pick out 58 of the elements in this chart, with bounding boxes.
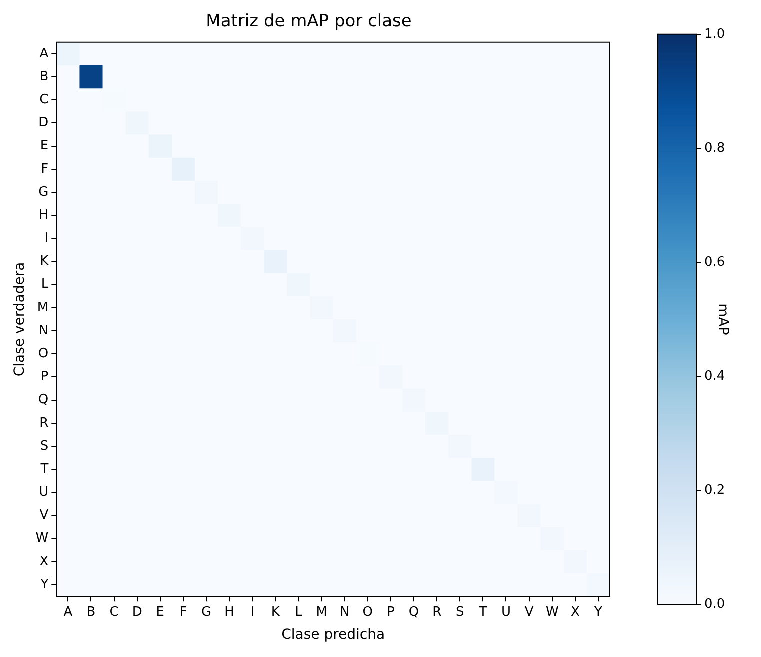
color-bar-label: 0.0 (704, 596, 726, 612)
x-tick-label: M (316, 604, 328, 620)
y-tick-label: B (40, 69, 49, 84)
x-tick-label: I (250, 604, 255, 620)
y-tick-label: C (40, 92, 49, 108)
y-tick-label: F (41, 162, 49, 177)
x-tick-label: H (224, 604, 234, 620)
x-tick-label: O (362, 604, 374, 620)
x-tick-label: Q (408, 604, 420, 620)
x-tick-label: A (64, 604, 73, 620)
y-tick-label: L (41, 277, 50, 292)
color-bar-label: 0.8 (704, 140, 726, 156)
y-tick-label: K (40, 254, 50, 270)
y-tick-label: W (36, 531, 49, 546)
y-tick-label: V (40, 508, 49, 524)
y-tick-label: I (44, 231, 49, 246)
y-tick-label: D (38, 116, 49, 131)
x-tick-label: S (456, 604, 464, 620)
y-tick-label: N (38, 323, 49, 338)
x-tick-label: R (432, 604, 442, 620)
x-axis-title: Clase predicha (282, 627, 386, 644)
y-axis-title: Clase verdadera (12, 262, 28, 377)
x-tick-label: C (110, 604, 119, 620)
x-tick-label: Y (593, 604, 602, 620)
color-bar-label: 0.6 (704, 254, 726, 270)
y-tick-label: U (39, 485, 49, 500)
color-bar-label: 1.0 (704, 26, 726, 42)
y-tick-label: G (38, 184, 49, 200)
x-tick-label: T (478, 604, 488, 620)
color-bar-label: 0.2 (704, 482, 726, 498)
y-tick-label: Y (40, 577, 49, 592)
x-tick-label: W (546, 604, 559, 620)
x-tick-label: X (570, 604, 580, 620)
x-tick-label: G (201, 604, 212, 620)
y-tick-label: Q (38, 392, 49, 408)
y-tick-label: X (40, 554, 49, 570)
y-tick-label: A (40, 46, 49, 62)
y-tick-label: E (40, 138, 49, 154)
x-tick-label: D (132, 604, 142, 620)
x-tick-label: U (501, 604, 512, 620)
x-tick-label: L (295, 604, 304, 620)
x-tick-label: B (86, 604, 96, 620)
y-tick-label: H (38, 208, 49, 223)
x-tick-label: K (271, 604, 280, 620)
x-tick-label: V (524, 604, 534, 620)
x-tick-label: F (180, 604, 188, 620)
y-tick-label: M (37, 300, 49, 316)
chart-title: Matriz de mAP por clase (206, 12, 412, 32)
x-tick-label: N (340, 604, 350, 620)
y-tick-label: S (40, 438, 49, 454)
x-tick-label: P (387, 604, 396, 620)
color-bar-label: 0.4 (704, 368, 726, 384)
y-tick-label: O (38, 346, 49, 362)
y-tick-label: T (40, 462, 49, 477)
color-bar-title: mAP (714, 304, 731, 336)
x-tick-label: E (156, 604, 165, 620)
y-tick-label: R (40, 416, 49, 431)
y-tick-label: P (40, 370, 49, 385)
